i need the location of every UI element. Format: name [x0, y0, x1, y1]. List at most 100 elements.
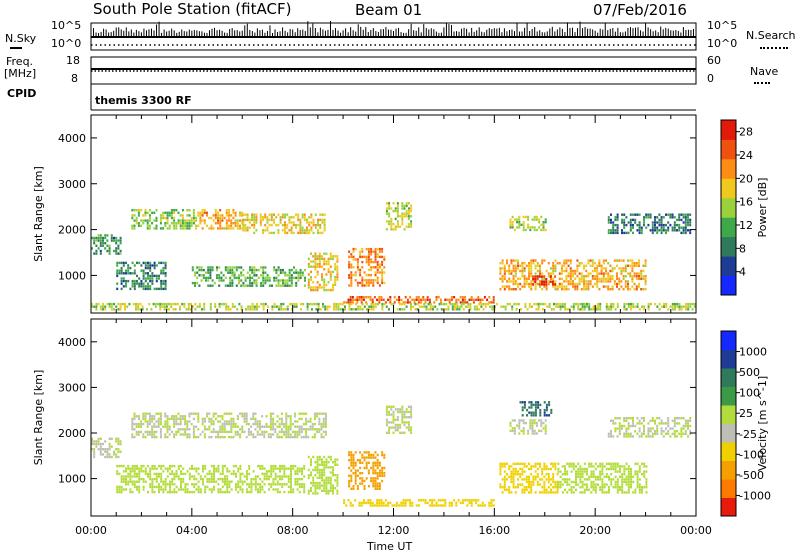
- data-cell: [532, 259, 535, 262]
- data-cell: [464, 298, 467, 301]
- data-cell: [323, 288, 326, 292]
- data-cell: [557, 462, 560, 465]
- data-cell: [448, 298, 451, 301]
- data-cell: [594, 486, 597, 489]
- data-cell: [383, 456, 386, 459]
- data-cell: [356, 296, 359, 299]
- data-cell: [630, 470, 632, 473]
- data-cell: [533, 226, 536, 229]
- data-cell: [131, 214, 134, 217]
- data-cell: [232, 420, 235, 423]
- data-cell: [577, 308, 580, 311]
- data-cell: [240, 266, 243, 269]
- data-cell: [229, 281, 232, 285]
- data-cell: [492, 301, 495, 304]
- data-cell: [169, 485, 171, 489]
- data-cell: [180, 470, 182, 473]
- data-cell: [277, 223, 280, 227]
- data-cell: [313, 417, 316, 421]
- data-cell: [552, 272, 555, 275]
- data-cell: [321, 479, 323, 482]
- data-cell: [329, 270, 332, 274]
- data-cell: [592, 305, 595, 308]
- panel-frame: [90, 114, 697, 314]
- data-cell: [241, 490, 244, 494]
- data-cell: [544, 221, 547, 224]
- data-cell: [197, 417, 200, 421]
- data-cell: [685, 305, 687, 308]
- data-cell: [215, 480, 218, 483]
- data-cell: [616, 462, 619, 465]
- data-cell: [290, 279, 293, 282]
- data-cell: [618, 267, 621, 270]
- data-cell: [614, 216, 617, 219]
- data-cell: [428, 298, 431, 301]
- data-cell: [131, 285, 134, 288]
- data-cell: [602, 259, 605, 262]
- data-cell: [295, 276, 298, 280]
- data-cell: [186, 483, 189, 486]
- data-cell: [229, 284, 232, 287]
- data-cell: [188, 214, 191, 217]
- data-cell: [207, 279, 210, 282]
- data-cell: [684, 213, 687, 216]
- data-cell: [381, 466, 384, 470]
- data-cell: [253, 223, 256, 227]
- data-cell: [623, 478, 626, 481]
- data-cell: [678, 417, 681, 420]
- data-cell: [160, 480, 163, 483]
- data-cell: [575, 488, 577, 491]
- data-cell: [210, 227, 213, 230]
- data-cell: [671, 427, 674, 430]
- data-cell: [238, 266, 240, 269]
- data-cell: [603, 475, 606, 478]
- data-cell: [631, 285, 634, 288]
- data-cell: [689, 419, 692, 422]
- data-cell: [629, 264, 632, 267]
- data-cell: [93, 453, 96, 456]
- data-cell: [115, 453, 118, 456]
- data-cell: [678, 218, 681, 222]
- data-cell: [643, 470, 646, 473]
- data-cell: [136, 274, 138, 278]
- data-cell: [169, 472, 171, 476]
- data-cell: [102, 442, 104, 446]
- data-cell: [541, 262, 544, 265]
- data-cell: [220, 302, 223, 306]
- data-cell: [241, 483, 244, 486]
- data-cell: [212, 428, 215, 431]
- data-cell: [199, 475, 202, 478]
- data-cell: [193, 485, 196, 489]
- data-cell: [621, 483, 624, 486]
- data-cell: [137, 222, 140, 225]
- data-cell: [558, 282, 561, 286]
- data-cell: [175, 420, 178, 423]
- data-cell: [572, 282, 574, 286]
- data-cell: [491, 308, 494, 311]
- data-cell: [532, 262, 535, 265]
- data-cell: [302, 412, 305, 415]
- data-cell: [669, 216, 672, 219]
- data-cell: [272, 470, 275, 473]
- data-cell: [224, 268, 227, 272]
- data-cell: [118, 485, 121, 489]
- data-cell: [303, 485, 306, 489]
- data-cell: [230, 425, 233, 428]
- data-cell: [599, 465, 602, 468]
- data-cell: [153, 261, 156, 265]
- data-cell: [508, 267, 511, 270]
- data-cell: [370, 268, 373, 272]
- data-cell: [261, 415, 264, 418]
- data-cell: [155, 279, 158, 283]
- data-cell: [612, 462, 615, 465]
- data-cell: [621, 465, 624, 468]
- data-cell: [359, 477, 362, 480]
- data-cell: [396, 426, 399, 429]
- data-cell: [407, 405, 410, 408]
- data-cell: [371, 501, 374, 505]
- data-cell: [540, 280, 543, 283]
- data-cell: [398, 504, 401, 507]
- data-cell: [609, 269, 612, 273]
- data-cell: [592, 465, 595, 468]
